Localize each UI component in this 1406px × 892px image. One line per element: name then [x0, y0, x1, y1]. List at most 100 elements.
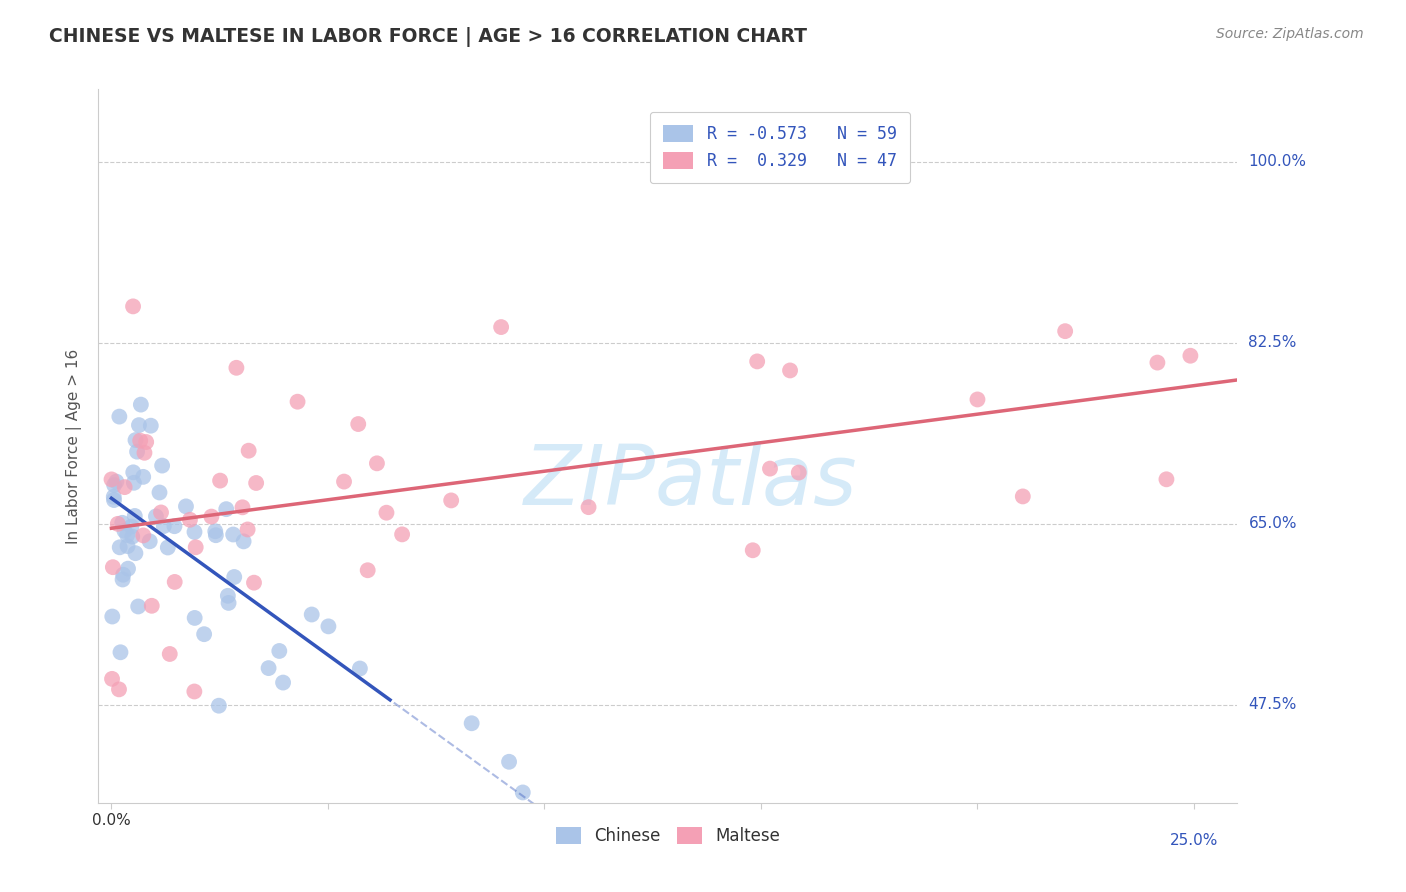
- Point: [159, 647, 181, 661]
- Point: [440, 493, 463, 508]
- Point: [112, 567, 135, 582]
- Point: [287, 394, 309, 409]
- Point: [498, 755, 520, 769]
- Point: [148, 485, 170, 500]
- Point: [238, 443, 260, 458]
- Point: [141, 599, 163, 613]
- Point: [134, 446, 156, 460]
- Point: [257, 661, 280, 675]
- Point: [179, 513, 201, 527]
- Point: [132, 528, 155, 542]
- Text: 47.5%: 47.5%: [1249, 697, 1296, 712]
- Point: [101, 672, 124, 686]
- Point: [236, 523, 259, 537]
- Point: [759, 461, 782, 475]
- Point: [114, 524, 136, 538]
- Point: [111, 516, 134, 530]
- Point: [301, 607, 323, 622]
- Point: [138, 534, 160, 549]
- Point: [779, 363, 801, 377]
- Point: [460, 716, 482, 731]
- Point: [127, 599, 149, 614]
- Text: 65.0%: 65.0%: [1249, 516, 1296, 531]
- Point: [222, 527, 245, 541]
- Point: [150, 506, 173, 520]
- Point: [183, 611, 205, 625]
- Point: [231, 500, 253, 515]
- Point: [741, 543, 763, 558]
- Point: [107, 516, 129, 531]
- Point: [163, 574, 186, 589]
- Point: [747, 354, 769, 368]
- Point: [269, 644, 291, 658]
- Point: [537, 867, 560, 881]
- Text: 100.0%: 100.0%: [1249, 154, 1306, 169]
- Point: [375, 506, 398, 520]
- Point: [129, 434, 152, 448]
- Point: [108, 541, 131, 555]
- Point: [108, 682, 131, 697]
- Point: [512, 785, 534, 799]
- Point: [108, 409, 131, 424]
- Point: [139, 418, 162, 433]
- Text: ZIPatlas: ZIPatlas: [524, 442, 858, 522]
- Point: [208, 698, 231, 713]
- Point: [966, 392, 988, 407]
- Point: [183, 684, 205, 698]
- Point: [1011, 490, 1033, 504]
- Point: [115, 528, 138, 542]
- Point: [156, 541, 179, 555]
- Point: [121, 530, 143, 544]
- Point: [205, 528, 228, 542]
- Point: [105, 475, 128, 489]
- Point: [101, 560, 124, 574]
- Point: [333, 475, 356, 489]
- Point: [318, 619, 340, 633]
- Point: [153, 519, 176, 533]
- Point: [117, 539, 139, 553]
- Text: 82.5%: 82.5%: [1249, 335, 1296, 350]
- Point: [204, 524, 226, 539]
- Point: [125, 444, 148, 458]
- Point: [1180, 349, 1202, 363]
- Point: [145, 509, 167, 524]
- Point: [217, 589, 239, 603]
- Point: [224, 570, 246, 584]
- Point: [183, 524, 205, 539]
- Point: [174, 500, 197, 514]
- Y-axis label: In Labor Force | Age > 16: In Labor Force | Age > 16: [66, 349, 83, 543]
- Text: Source: ZipAtlas.com: Source: ZipAtlas.com: [1216, 27, 1364, 41]
- Point: [366, 456, 388, 470]
- Point: [184, 541, 207, 555]
- Point: [1054, 324, 1077, 338]
- Point: [124, 508, 146, 523]
- Point: [103, 493, 125, 508]
- Point: [245, 475, 267, 490]
- Point: [391, 527, 413, 541]
- Legend: Chinese, Maltese: Chinese, Maltese: [548, 820, 787, 852]
- Point: [489, 320, 512, 334]
- Point: [163, 519, 186, 533]
- Point: [120, 519, 142, 533]
- Point: [209, 474, 232, 488]
- Point: [193, 627, 215, 641]
- Point: [562, 846, 585, 860]
- Point: [225, 360, 247, 375]
- Point: [101, 609, 124, 624]
- Point: [122, 466, 145, 480]
- Point: [1146, 355, 1168, 369]
- Point: [150, 458, 173, 473]
- Point: [100, 472, 122, 486]
- Point: [200, 509, 222, 524]
- Point: [218, 596, 240, 610]
- Point: [1156, 472, 1178, 486]
- Text: CHINESE VS MALTESE IN LABOR FORCE | AGE > 16 CORRELATION CHART: CHINESE VS MALTESE IN LABOR FORCE | AGE …: [49, 27, 807, 46]
- Text: 25.0%: 25.0%: [1170, 833, 1218, 848]
- Point: [357, 563, 380, 577]
- Point: [117, 562, 139, 576]
- Point: [124, 433, 146, 447]
- Point: [578, 500, 600, 515]
- Point: [232, 534, 254, 549]
- Point: [128, 418, 150, 433]
- Point: [243, 575, 266, 590]
